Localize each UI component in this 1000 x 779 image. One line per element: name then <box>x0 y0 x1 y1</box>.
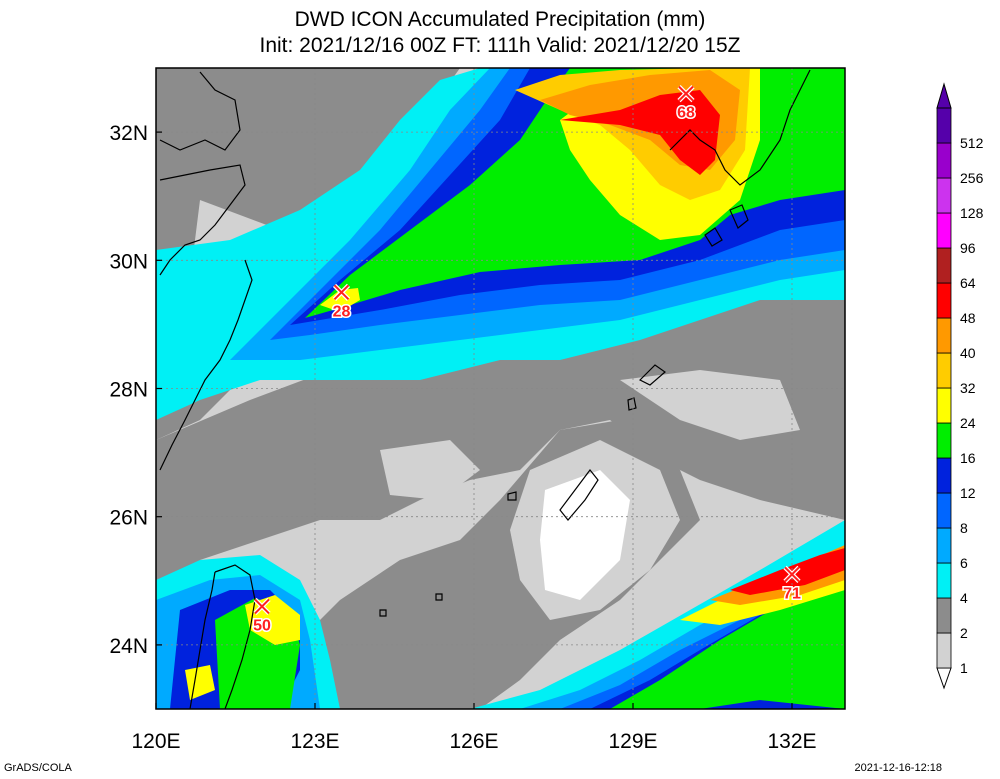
colorbar-swatch <box>936 177 952 214</box>
colorbar-arrow-bottom <box>936 667 952 690</box>
colorbar-swatch <box>936 492 952 529</box>
colorbar-label: 48 <box>960 310 976 326</box>
x-tick-label: 123E <box>290 730 339 753</box>
max-value-label: 28 <box>333 303 351 320</box>
y-tick-label: 26N <box>109 507 148 530</box>
colorbar-arrow-top <box>936 82 952 109</box>
colorbar-swatch <box>936 247 952 284</box>
colorbar-label: 96 <box>960 240 976 256</box>
max-marker: 68 <box>676 85 697 123</box>
colorbar-label: 16 <box>960 450 976 466</box>
y-tick-label: 30N <box>109 250 148 273</box>
x-tick-label: 120E <box>131 730 180 753</box>
maxima-markers: 68 28 50 71 <box>252 85 803 636</box>
timestamp-label: 2021-12-16-12:18 <box>854 762 942 774</box>
grid-lines <box>156 68 845 709</box>
colorbar-label: 4 <box>960 590 968 606</box>
colorbar-swatch <box>936 212 952 249</box>
x-tick-label: 132E <box>767 730 816 753</box>
colorbar-label: 6 <box>960 555 968 571</box>
credit-label: GrADS/COLA <box>4 762 72 774</box>
colorbar-label: 256 <box>960 170 984 186</box>
x-tick-label: 129E <box>608 730 657 753</box>
colorbar-swatch <box>936 527 952 564</box>
map-title: DWD ICON Accumulated Precipitation (mm) <box>294 8 706 31</box>
colorbar-label: 128 <box>960 205 984 221</box>
max-marker: 50 <box>252 597 273 636</box>
colorbar-swatch <box>936 282 952 319</box>
colorbar-label: 24 <box>960 415 976 431</box>
colorbar-swatch <box>936 107 952 144</box>
colorbar-swatch <box>936 317 952 354</box>
max-marker: 71 <box>782 565 803 604</box>
coastlines <box>159 69 811 709</box>
colorbar-swatch <box>936 142 952 179</box>
max-marker: 28 <box>331 283 352 322</box>
max-value-label: 50 <box>253 617 271 634</box>
x-mark-icon <box>333 284 350 301</box>
colorbar-swatch <box>936 632 952 669</box>
max-value-label: 68 <box>677 105 695 122</box>
axis-ticks: 120E 123E 126E 129E 132E 24N 26N 28N 30N 32N <box>109 122 816 753</box>
colorbar-label: 1 <box>960 660 968 676</box>
y-tick-label: 28N <box>109 379 148 402</box>
y-tick-label: 24N <box>109 635 148 658</box>
x-mark-icon <box>678 85 694 102</box>
colorbar-swatch <box>936 457 952 494</box>
colorbar-label: 64 <box>960 275 976 291</box>
max-value-label: 71 <box>783 585 801 602</box>
y-tick-label: 32N <box>109 122 148 145</box>
colorbar-label: 12 <box>960 485 976 501</box>
x-tick-label: 126E <box>449 730 498 753</box>
colorbar-swatch <box>936 597 952 634</box>
colorbar-label: 40 <box>960 345 976 361</box>
colorbar-label: 32 <box>960 380 976 396</box>
colorbar-label: 512 <box>960 135 984 151</box>
colorbar-label: 8 <box>960 520 968 536</box>
colorbar-swatch <box>936 562 952 599</box>
colorbar-swatch <box>936 352 952 389</box>
colorbar-label: 2 <box>960 625 968 641</box>
colorbar-swatch <box>936 422 952 459</box>
map-subtitle: Init: 2021/12/16 00Z FT: 111h Valid: 202… <box>259 34 741 57</box>
colorbar-swatch <box>936 387 952 424</box>
x-mark-icon <box>784 566 800 583</box>
x-mark-icon <box>254 598 270 615</box>
